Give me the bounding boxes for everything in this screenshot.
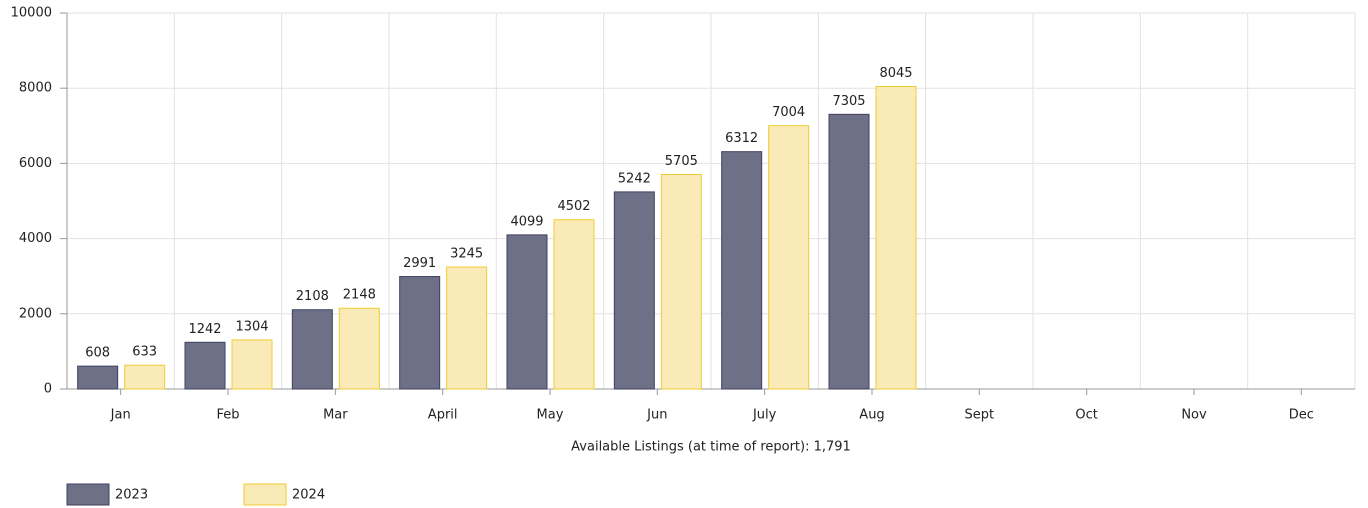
x-tick-label: May xyxy=(537,408,564,423)
data-label: 4099 xyxy=(510,214,543,229)
bar xyxy=(660,173,702,390)
x-tick-label: Sept xyxy=(965,408,995,423)
x-tick-label: Jun xyxy=(646,408,667,423)
x-tick-label: Mar xyxy=(323,408,348,423)
bar xyxy=(399,276,441,390)
legend-label: 2023 xyxy=(115,488,148,503)
x-tick-label: Oct xyxy=(1075,408,1097,423)
bar xyxy=(613,191,655,390)
data-label: 5705 xyxy=(665,154,698,169)
legend-swatch xyxy=(243,483,287,506)
y-tick-label: 6000 xyxy=(19,156,52,171)
data-label: 608 xyxy=(85,346,110,361)
legend-swatch xyxy=(66,483,110,506)
x-tick-label: Feb xyxy=(216,408,239,423)
data-label: 7004 xyxy=(772,105,805,120)
x-tick-label: Aug xyxy=(859,408,884,423)
data-label: 1304 xyxy=(235,319,268,334)
bar xyxy=(768,125,810,390)
data-label: 6312 xyxy=(725,131,758,146)
bar xyxy=(124,364,166,390)
bar xyxy=(291,309,333,390)
data-label: 8045 xyxy=(879,66,912,81)
y-tick-label: 2000 xyxy=(19,306,52,321)
x-tick-label: Jan xyxy=(110,408,131,423)
bar xyxy=(553,219,595,390)
bar xyxy=(231,339,273,390)
bar xyxy=(77,365,119,390)
data-label: 3245 xyxy=(450,246,483,261)
bar xyxy=(338,307,380,390)
y-tick-label: 4000 xyxy=(19,231,52,246)
data-label: 1242 xyxy=(188,322,221,337)
bar xyxy=(875,86,917,390)
bar xyxy=(506,234,548,390)
x-tick-label: Nov xyxy=(1181,408,1207,423)
bar xyxy=(446,266,488,390)
bar xyxy=(184,341,226,390)
y-tick-label: 8000 xyxy=(19,81,52,96)
data-label: 7305 xyxy=(832,94,865,109)
data-label: 5242 xyxy=(618,171,651,186)
data-label: 2148 xyxy=(343,288,376,303)
x-tick-label: July xyxy=(752,408,777,423)
y-tick-label: 0 xyxy=(44,382,52,397)
data-label: 2991 xyxy=(403,256,436,271)
bar xyxy=(828,113,870,390)
data-label: 4502 xyxy=(557,199,590,214)
data-label: 633 xyxy=(132,345,157,360)
y-tick-label: 10000 xyxy=(11,6,52,21)
x-axis-label: Available Listings (at time of report): … xyxy=(571,440,851,455)
legend-label: 2024 xyxy=(292,488,325,503)
bar xyxy=(721,151,763,390)
data-label: 2108 xyxy=(296,289,329,304)
x-tick-label: Dec xyxy=(1289,408,1314,423)
x-tick-label: April xyxy=(428,408,458,423)
